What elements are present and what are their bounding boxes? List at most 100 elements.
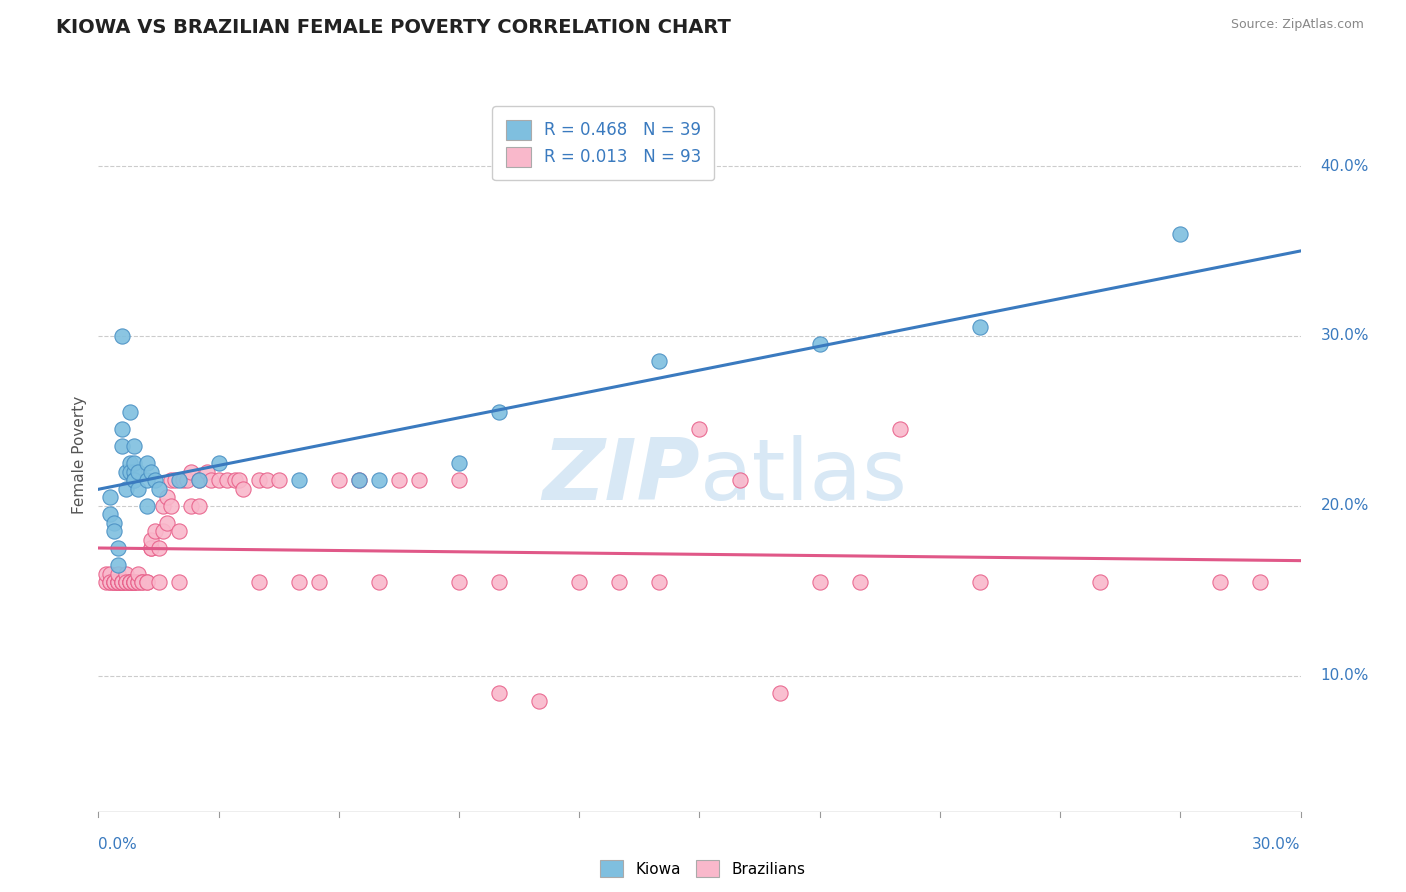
Point bbox=[1209, 575, 1232, 590]
Point bbox=[488, 686, 510, 700]
Point bbox=[167, 474, 190, 488]
Point bbox=[115, 575, 138, 590]
Point bbox=[288, 575, 311, 590]
Point bbox=[135, 474, 157, 488]
Point bbox=[103, 524, 125, 539]
Point bbox=[100, 508, 122, 522]
Point bbox=[208, 457, 231, 471]
Point bbox=[328, 474, 350, 488]
Point bbox=[447, 474, 470, 488]
Point bbox=[111, 575, 134, 590]
Point bbox=[808, 575, 831, 590]
Point bbox=[247, 474, 270, 488]
Point bbox=[215, 474, 238, 488]
Point bbox=[180, 499, 202, 513]
Point bbox=[120, 575, 142, 590]
Point bbox=[124, 575, 146, 590]
Text: Source: ZipAtlas.com: Source: ZipAtlas.com bbox=[1230, 18, 1364, 31]
Point bbox=[111, 329, 134, 343]
Point bbox=[167, 524, 190, 539]
Point bbox=[648, 575, 671, 590]
Text: 30.0%: 30.0% bbox=[1320, 328, 1369, 343]
Point bbox=[152, 499, 174, 513]
Point bbox=[388, 474, 411, 488]
Point bbox=[111, 575, 134, 590]
Point bbox=[808, 337, 831, 351]
Point bbox=[120, 575, 142, 590]
Point bbox=[195, 465, 218, 479]
Point bbox=[148, 575, 170, 590]
Point bbox=[120, 575, 142, 590]
Point bbox=[368, 474, 391, 488]
Point bbox=[159, 474, 181, 488]
Point bbox=[96, 575, 118, 590]
Point bbox=[103, 575, 125, 590]
Point bbox=[728, 474, 751, 488]
Point bbox=[124, 474, 146, 488]
Point bbox=[200, 474, 222, 488]
Point bbox=[107, 575, 129, 590]
Point bbox=[232, 482, 254, 496]
Point bbox=[1170, 227, 1192, 241]
Point bbox=[115, 482, 138, 496]
Point bbox=[688, 422, 710, 436]
Point bbox=[135, 499, 157, 513]
Point bbox=[128, 575, 150, 590]
Point bbox=[180, 465, 202, 479]
Point bbox=[139, 541, 162, 556]
Point bbox=[100, 566, 122, 581]
Point bbox=[131, 575, 153, 590]
Point bbox=[167, 575, 190, 590]
Point bbox=[135, 575, 157, 590]
Point bbox=[115, 575, 138, 590]
Point bbox=[120, 405, 142, 419]
Point bbox=[163, 474, 186, 488]
Point bbox=[488, 405, 510, 419]
Point bbox=[529, 694, 551, 708]
Point bbox=[120, 457, 142, 471]
Text: atlas: atlas bbox=[699, 434, 907, 518]
Legend: Kiowa, Brazilians: Kiowa, Brazilians bbox=[593, 853, 813, 884]
Point bbox=[120, 575, 142, 590]
Point bbox=[208, 474, 231, 488]
Y-axis label: Female Poverty: Female Poverty bbox=[72, 396, 87, 514]
Text: KIOWA VS BRAZILIAN FEMALE POVERTY CORRELATION CHART: KIOWA VS BRAZILIAN FEMALE POVERTY CORREL… bbox=[56, 18, 731, 37]
Point bbox=[148, 541, 170, 556]
Point bbox=[648, 354, 671, 368]
Point bbox=[768, 686, 790, 700]
Point bbox=[107, 575, 129, 590]
Point bbox=[176, 474, 198, 488]
Point bbox=[267, 474, 290, 488]
Point bbox=[107, 575, 129, 590]
Point bbox=[124, 474, 146, 488]
Point bbox=[139, 533, 162, 547]
Point bbox=[128, 575, 150, 590]
Point bbox=[111, 575, 134, 590]
Point bbox=[488, 575, 510, 590]
Point bbox=[111, 422, 134, 436]
Point bbox=[124, 465, 146, 479]
Point bbox=[849, 575, 872, 590]
Point bbox=[155, 516, 177, 530]
Point bbox=[969, 575, 991, 590]
Point bbox=[609, 575, 631, 590]
Point bbox=[135, 457, 157, 471]
Point bbox=[143, 474, 166, 488]
Point bbox=[228, 474, 250, 488]
Text: 0.0%: 0.0% bbox=[98, 838, 138, 852]
Point bbox=[111, 575, 134, 590]
Point bbox=[124, 457, 146, 471]
Point bbox=[124, 439, 146, 453]
Point bbox=[124, 575, 146, 590]
Point bbox=[115, 566, 138, 581]
Point bbox=[135, 575, 157, 590]
Point bbox=[107, 575, 129, 590]
Point bbox=[107, 558, 129, 573]
Text: ZIP: ZIP bbox=[541, 434, 699, 518]
Point bbox=[103, 575, 125, 590]
Point bbox=[131, 575, 153, 590]
Point bbox=[256, 474, 278, 488]
Point bbox=[120, 465, 142, 479]
Point bbox=[124, 575, 146, 590]
Point bbox=[100, 575, 122, 590]
